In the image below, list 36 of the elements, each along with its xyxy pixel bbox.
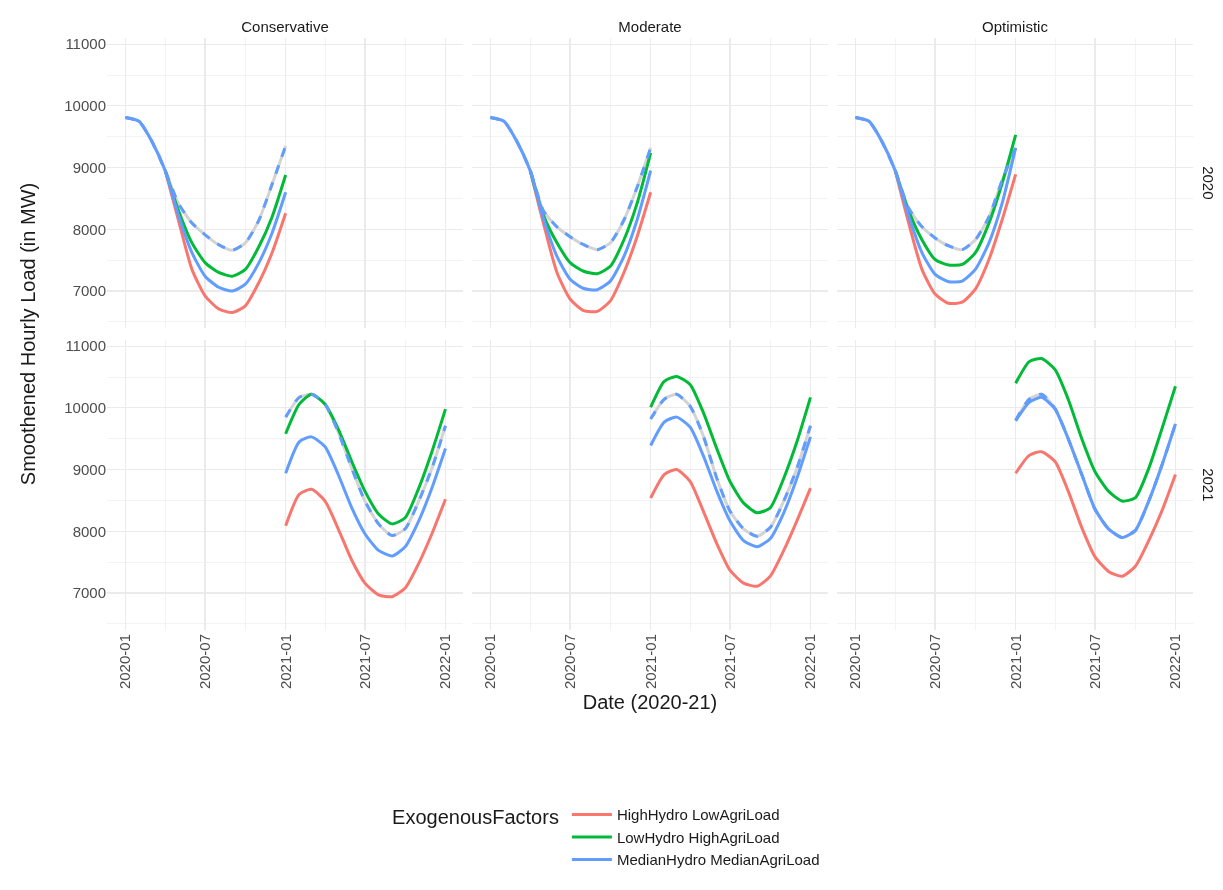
legend-title: ExogenousFactors [392,806,559,829]
legend-label: MedianHydro MedianAgriLoad [616,851,820,869]
x-tick-label: 2022-01 [1166,634,1184,690]
x-axis-title: Date (2020-21) [582,690,718,713]
x-tick-label: 2021-07 [1085,634,1103,690]
y-tick-label: 9000 [72,460,106,478]
y-tick-label: 7000 [72,282,106,300]
x-tick-label: 2021-01 [276,634,294,690]
y-tick-label: 10000 [64,97,106,115]
y-tick-label: 8000 [72,220,106,238]
x-tick-label: 2021-07 [355,634,373,690]
legend-label: LowHydro HighAgriLoad [616,828,780,846]
x-tick-label: 2021-01 [1006,634,1024,690]
y-tick-label: 8000 [72,522,106,540]
y-axis-title: Smoothened Hourly Load (in MW) [16,182,40,486]
x-tick-label: 2020-07 [195,634,213,690]
x-tick-label: 2021-01 [641,634,659,690]
x-tick-label: 2021-07 [720,634,738,690]
y-tick-label: 11000 [65,337,106,355]
x-tick-label: 2022-01 [436,634,454,690]
x-tick-label: 2020-01 [481,634,499,690]
y-tick-label: 7000 [72,584,106,602]
chart-title: Moderate [618,18,682,35]
chart-title: Optimistic [982,18,1049,35]
y-tick-label: 10000 [64,399,106,417]
text: 2021 [1199,468,1217,502]
chart-title: Conservative [241,18,329,35]
x-tick-label: 2020-07 [560,634,578,690]
text: 2020 [1199,166,1217,200]
x-tick-label: 2020-01 [116,634,134,690]
legend-label: HighHydro LowAgriLoad [616,806,780,824]
x-tick-label: 2020-01 [846,634,864,690]
x-tick-label: 2022-01 [801,634,819,690]
y-tick-label: 11000 [65,35,106,53]
x-tick-label: 2020-07 [925,634,943,690]
y-tick-label: 9000 [72,158,106,176]
